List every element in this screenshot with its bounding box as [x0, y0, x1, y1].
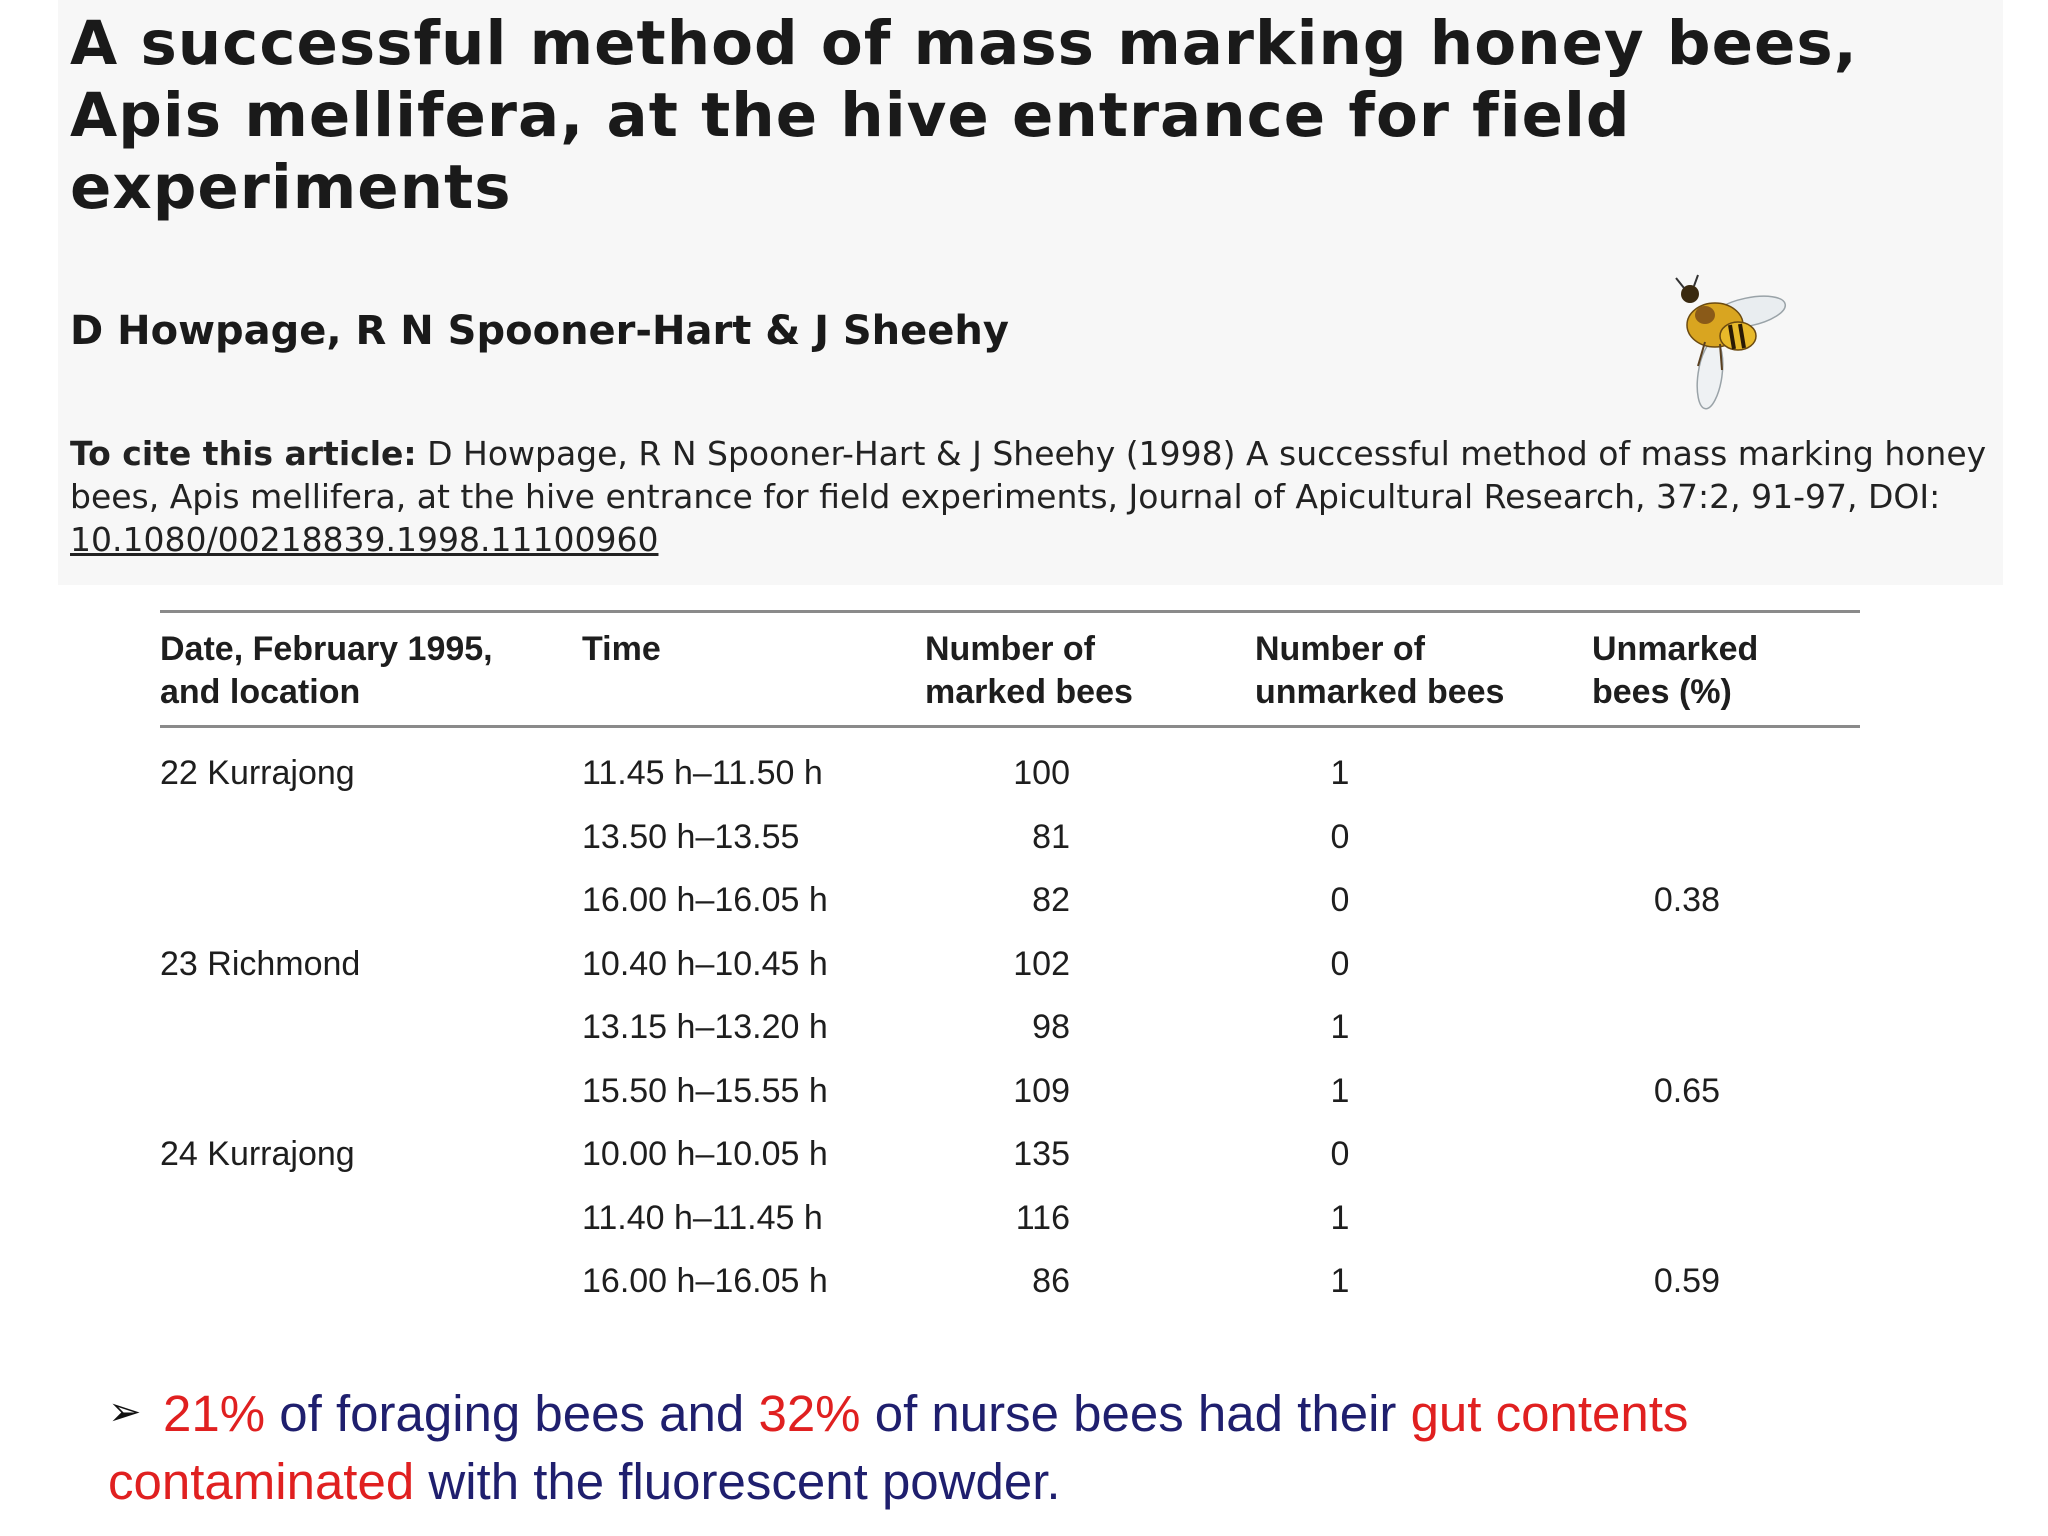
- time-cell: 16.00 h–16.05 h: [582, 1262, 828, 1300]
- table-top-rule: [160, 610, 1860, 613]
- gut-contents-highlight: gut contents contaminated: [108, 1385, 1689, 1510]
- marked-cell: 86: [1032, 1262, 1070, 1300]
- marking-results-table: Date, February 1995, and location Time N…: [160, 610, 1860, 1300]
- header-time: Time: [582, 630, 661, 668]
- location-cell: 22 Kurrajong: [160, 754, 355, 792]
- time-cell: 10.00 h–10.05 h: [582, 1135, 828, 1173]
- marked-cell: 135: [1013, 1135, 1070, 1173]
- citation-lead: To cite this article:: [70, 434, 417, 473]
- foraging-pct: 21%: [163, 1385, 266, 1442]
- bee-icon: [1675, 274, 1787, 410]
- marked-cell: 116: [1015, 1199, 1070, 1237]
- header-marked-bees: Number of marked bees: [925, 630, 1133, 711]
- bullet-text-3: with the fluorescent powder.: [414, 1453, 1061, 1510]
- unmarked-cell: 0: [1330, 881, 1350, 919]
- time-cell: 13.15 h–13.20 h: [582, 1008, 828, 1046]
- location-cell: 23 Richmond: [160, 945, 361, 983]
- arrow-bullet-icon: ➢: [108, 1390, 142, 1434]
- bullet-text-1: of foraging bees and: [265, 1385, 759, 1442]
- table-header-rule: [160, 725, 1860, 728]
- marked-cell: 109: [1013, 1072, 1070, 1110]
- location-cell: 24 Kurrajong: [160, 1135, 355, 1173]
- unmarked-cell: 1: [1330, 1008, 1350, 1046]
- article-title: A successful method of mass marking hone…: [70, 8, 1858, 223]
- nurse-pct: 32%: [758, 1385, 861, 1442]
- marked-cell: 100: [1013, 754, 1070, 792]
- time-cell: 16.00 h–16.05 h: [582, 881, 828, 919]
- header-unmarked-bees: Number of unmarked bees: [1255, 630, 1505, 711]
- doi-link[interactable]: 10.1080/00218839.1998.11100960: [70, 520, 659, 559]
- time-cell: 10.40 h–10.45 h: [582, 945, 828, 983]
- article-header-panel: [58, 0, 2003, 585]
- time-cell: 11.40 h–11.45 h: [582, 1199, 823, 1237]
- unmarked-cell: 1: [1330, 754, 1350, 792]
- unmarked-cell: 1: [1330, 1199, 1350, 1237]
- bullet-text-2: of nurse bees had their: [860, 1385, 1411, 1442]
- header-date-location: Date, February 1995, and location: [160, 630, 493, 711]
- marked-cell: 102: [1013, 945, 1070, 983]
- pct-cell: 0.59: [1653, 1262, 1720, 1300]
- time-cell: 13.50 h–13.55: [582, 818, 800, 856]
- citation-block: To cite this article: D Howpage, R N Spo…: [70, 432, 2015, 561]
- time-cell: 11.45 h–11.50 h: [582, 754, 823, 792]
- citation-text: D Howpage, R N Spooner-Hart & J Sheehy (…: [70, 434, 1987, 516]
- unmarked-cell: 1: [1330, 1262, 1350, 1300]
- marked-cell: 81: [1032, 818, 1070, 856]
- unmarked-cell: 0: [1330, 1135, 1350, 1173]
- marked-cell: 98: [1032, 1008, 1070, 1046]
- pct-cell: 0.65: [1653, 1072, 1720, 1110]
- unmarked-cell: 0: [1330, 945, 1350, 983]
- header-unmarked-pct: Unmarked bees (%): [1592, 630, 1759, 711]
- marked-cell: 82: [1032, 881, 1070, 919]
- unmarked-cell: 0: [1330, 818, 1350, 856]
- time-cell: 15.50 h–15.55 h: [582, 1072, 828, 1110]
- article-authors: D Howpage, R N Spooner-Hart & J Sheehy: [70, 308, 1009, 354]
- unmarked-cell: 1: [1330, 1072, 1350, 1110]
- pct-cell: 0.38: [1653, 881, 1720, 919]
- finding-bullet: ➢ 21% of foraging bees and 32% of nurse b…: [108, 1378, 2008, 1516]
